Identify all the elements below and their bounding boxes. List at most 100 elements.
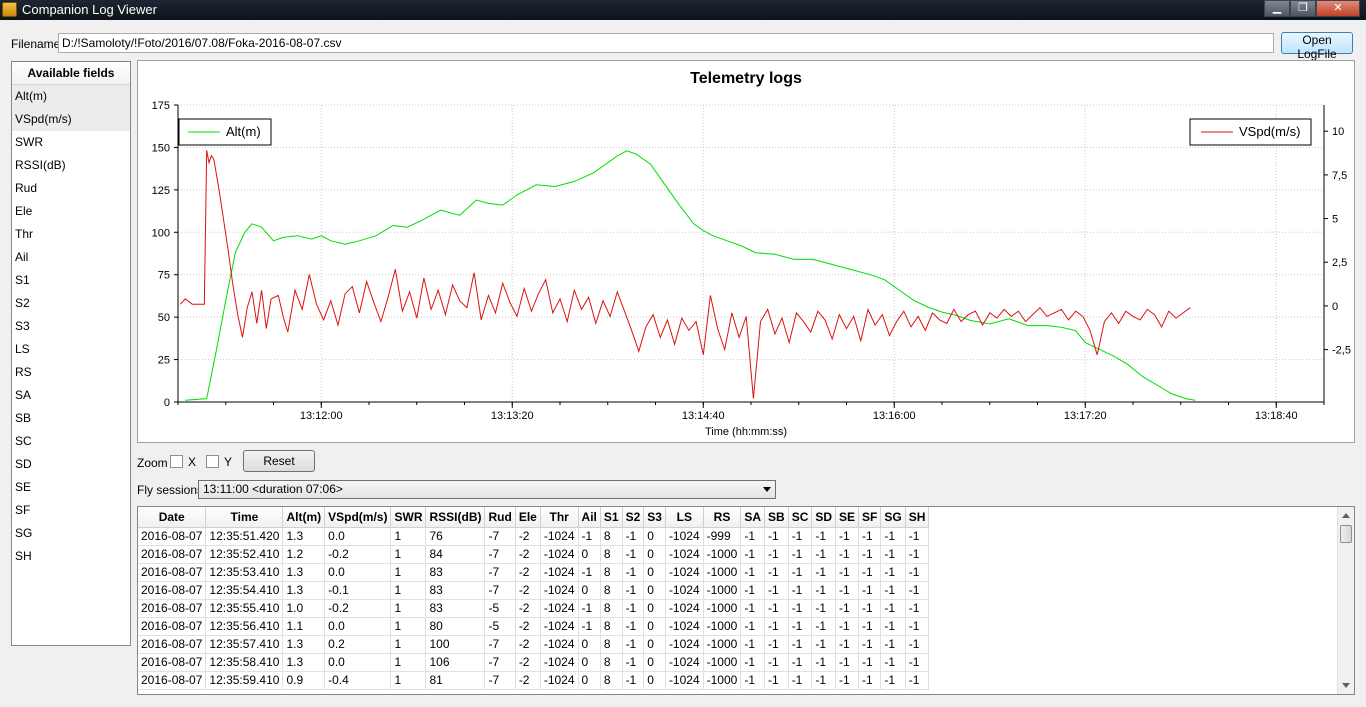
column-header[interactable]: SA <box>740 507 766 528</box>
zoom-y-checkbox[interactable] <box>206 455 219 468</box>
table-cell: 8 <box>600 653 623 672</box>
field-item[interactable]: S1 <box>15 273 30 287</box>
table-row[interactable]: 2016-08-07 12:35:54.410 1.3 -0.1 1 83 -7 -2 -102… <box>138 581 930 600</box>
column-header[interactable]: Time <box>205 507 284 528</box>
field-item[interactable]: Ele <box>15 204 33 218</box>
field-item[interactable]: SA <box>15 388 32 402</box>
table-cell: 76 <box>425 527 486 546</box>
scroll-up-icon[interactable] <box>1342 513 1350 518</box>
column-header[interactable]: SWR <box>390 507 427 528</box>
field-item[interactable]: SWR <box>15 135 43 149</box>
field-item[interactable]: SG <box>15 526 33 540</box>
field-item[interactable]: S3 <box>15 319 30 333</box>
column-header[interactable]: RSSI(dB) <box>425 507 486 528</box>
column-header[interactable]: S1 <box>600 507 623 528</box>
table-row[interactable]: 2016-08-07 12:35:56.410 1.1 0.0 1 80 -5 -2 -1024… <box>138 617 930 636</box>
y-right-tick-label: -2,5 <box>1332 345 1351 357</box>
column-header[interactable]: SB <box>764 507 789 528</box>
table-cell: 0 <box>578 545 601 564</box>
field-item[interactable]: Ail <box>15 250 29 264</box>
field-item[interactable]: S2 <box>15 296 30 310</box>
table-cell: -1 <box>880 617 906 636</box>
table-cell: 2016-08-07 <box>138 635 207 654</box>
table-row[interactable]: 2016-08-07 12:35:52.410 1.2 -0.2 1 84 -7 -2 -102… <box>138 545 930 564</box>
table-cell: 1 <box>390 599 427 618</box>
field-item[interactable]: Alt(m) <box>12 85 130 108</box>
table-cell: -1 <box>880 599 906 618</box>
table-cell: -1024 <box>540 617 579 636</box>
minimize-icon[interactable]: ▁ <box>1264 0 1290 17</box>
column-header[interactable]: Date <box>138 507 207 528</box>
table-cell: 8 <box>600 527 623 546</box>
field-item[interactable]: SF <box>15 503 31 517</box>
table-cell: -1024 <box>665 563 704 582</box>
column-header[interactable]: RS <box>703 507 742 528</box>
column-header[interactable]: SE <box>835 507 860 528</box>
table-cell: 1 <box>390 617 427 636</box>
field-item[interactable]: RS <box>15 365 32 379</box>
table-cell: 2016-08-07 <box>138 527 207 546</box>
table-cell: -1 <box>811 563 837 582</box>
open-logfile-button[interactable]: Open LogFile <box>1281 32 1353 61</box>
column-header[interactable]: LS <box>665 507 704 528</box>
table-cell: 0 <box>578 653 601 672</box>
table-cell: -1 <box>622 635 645 654</box>
field-item[interactable]: SC <box>15 434 32 448</box>
column-header[interactable]: Thr <box>540 507 579 528</box>
available-fields-list[interactable]: Available fields Alt(m) VSpd(m/s) SWR RSSI(… <box>11 61 131 646</box>
column-header[interactable]: SH <box>905 507 930 528</box>
telemetry-chart[interactable]: Telemetry logs 0 25 50 75 100 125 150 175 -2,5 0 2,… <box>137 60 1355 443</box>
filename-input[interactable] <box>58 33 1274 53</box>
field-item[interactable]: Rud <box>15 181 38 195</box>
field-item[interactable]: VSpd(m/s) <box>12 108 130 131</box>
table-cell: -1 <box>764 599 789 618</box>
column-header[interactable]: S3 <box>643 507 666 528</box>
table-cell: 0 <box>578 581 601 600</box>
x-tick-label: 13:14:40 <box>682 410 725 422</box>
zoom-x-checkbox[interactable] <box>170 455 183 468</box>
field-item[interactable]: SB <box>15 411 32 425</box>
maximize-icon[interactable]: ❐ <box>1290 0 1316 17</box>
field-item[interactable]: Thr <box>15 227 33 241</box>
column-header[interactable]: SG <box>880 507 906 528</box>
field-item[interactable]: SD <box>15 457 32 471</box>
column-header[interactable]: S2 <box>622 507 645 528</box>
fly-sessions-dropdown[interactable]: 13:11:00 <duration 07:06> <box>198 480 776 499</box>
field-item[interactable]: SH <box>15 549 32 563</box>
column-header[interactable]: Alt(m) <box>282 507 326 528</box>
scroll-down-icon[interactable] <box>1342 683 1350 688</box>
table-row[interactable]: 2016-08-07 12:35:51.420 1.3 0.0 1 76 -7 -2 -1024… <box>138 527 930 546</box>
column-header[interactable]: Rud <box>484 507 516 528</box>
table-cell: -1 <box>740 653 766 672</box>
scroll-thumb[interactable] <box>1340 525 1352 543</box>
column-header[interactable]: SF <box>858 507 882 528</box>
y-left-tick-label: 0 <box>164 397 170 409</box>
x-tick-label: 13:13:20 <box>491 410 534 422</box>
table-row[interactable]: 2016-08-07 12:35:53.410 1.3 0.0 1 83 -7 -2 -1024… <box>138 563 930 582</box>
table-row[interactable]: 2016-08-07 12:35:55.410 1.0 -0.2 1 83 -5 -2 -102… <box>138 599 930 618</box>
table-cell: 1.1 <box>282 617 326 636</box>
table-cell: 81 <box>425 671 486 690</box>
table-cell: 0.0 <box>324 653 392 672</box>
table-cell: -1024 <box>665 527 704 546</box>
log-table[interactable]: Date Time Alt(m) VSpd(m/s) SWR RSSI(dB) Rud Ele… <box>137 506 1355 695</box>
column-header[interactable]: Ele <box>515 507 541 528</box>
table-row[interactable]: 2016-08-07 12:35:57.410 1.3 0.2 1 100 -7 -2 -102… <box>138 635 930 654</box>
column-header[interactable]: VSpd(m/s) <box>324 507 392 528</box>
reset-button[interactable]: Reset <box>243 450 315 472</box>
column-header[interactable]: SD <box>811 507 837 528</box>
table-cell: 8 <box>600 563 623 582</box>
table-cell: -1 <box>788 671 813 690</box>
table-row[interactable]: 2016-08-07 12:35:59.410 0.9 -0.4 1 81 -7 -2 -102… <box>138 671 930 690</box>
field-item[interactable]: LS <box>15 342 30 356</box>
table-cell: -1 <box>622 599 645 618</box>
field-item[interactable]: SE <box>15 480 32 494</box>
table-cell: -5 <box>484 599 516 618</box>
field-item[interactable]: RSSI(dB) <box>15 158 66 172</box>
table-row[interactable]: 2016-08-07 12:35:58.410 1.3 0.0 1 106 -7 -2 -102… <box>138 653 930 672</box>
table-scrollbar[interactable] <box>1337 507 1354 694</box>
column-header[interactable]: SC <box>788 507 813 528</box>
table-cell: -1 <box>764 563 789 582</box>
column-header[interactable]: Ail <box>578 507 601 528</box>
close-icon[interactable]: ✕ <box>1316 0 1360 17</box>
